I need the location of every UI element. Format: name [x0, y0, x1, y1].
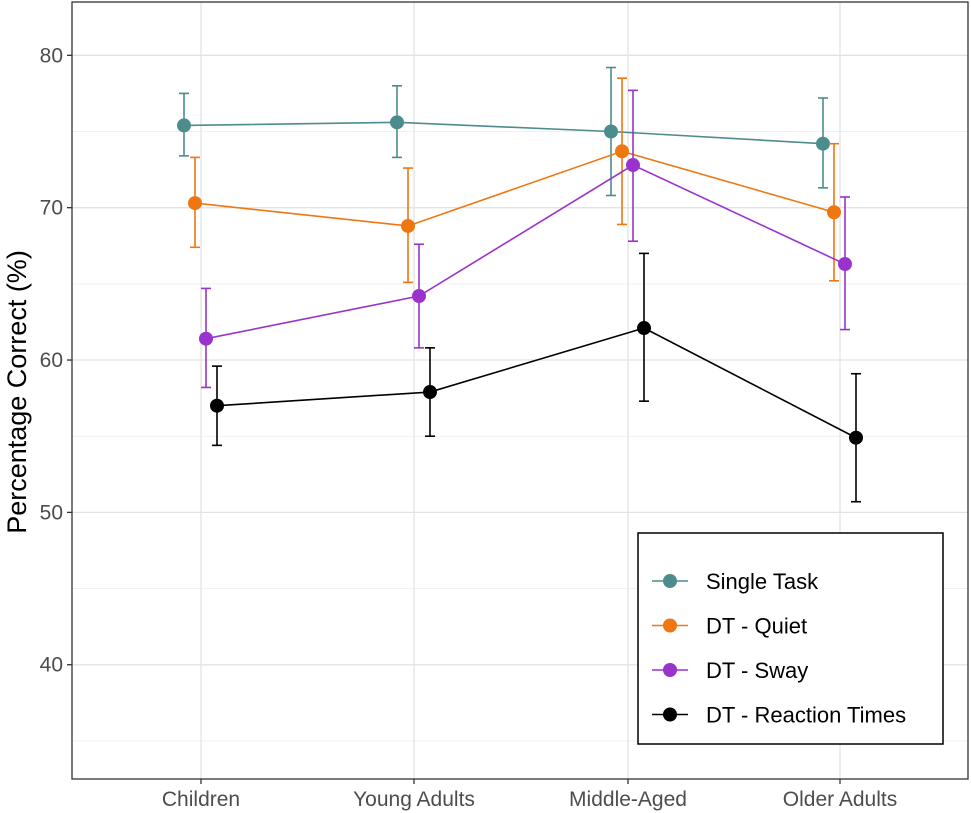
y-tick-label: 60: [40, 349, 63, 372]
legend-label: Single Task: [706, 569, 819, 594]
legend-label: DT - Sway: [706, 658, 808, 683]
legend-entry: DT - Quiet: [652, 614, 807, 639]
series-group: [177, 66, 863, 503]
data-point: [210, 398, 224, 413]
data-point: [401, 218, 415, 233]
data-point: [816, 136, 830, 151]
legend-point-key: [663, 574, 677, 588]
y-tick-label: 70: [40, 197, 63, 220]
series-dt-reaction-times: [210, 252, 863, 503]
y-axis-title: Percentage Correct (%): [2, 250, 32, 534]
data-point: [637, 321, 651, 336]
data-point: [827, 205, 841, 220]
data-point: [199, 331, 213, 346]
legend-entry: DT - Reaction Times: [652, 703, 906, 728]
legend-point-key: [663, 618, 677, 633]
legend-entry: DT - Sway: [652, 658, 808, 683]
data-point: [626, 158, 640, 173]
series-dt-sway: [199, 89, 852, 389]
data-point: [390, 115, 404, 130]
data-point: [423, 385, 437, 400]
series-line: [216, 327, 857, 439]
data-point: [615, 144, 629, 159]
x-tick-label: Older Adults: [783, 788, 897, 811]
data-point: [412, 289, 426, 304]
y-tick-label: 40: [40, 654, 63, 677]
data-point: [188, 196, 202, 211]
x-tick-label: Middle-Aged: [569, 788, 687, 811]
legend: Single Task DT - Quiet DT - Sway DT - React…: [637, 532, 944, 745]
data-point: [838, 257, 852, 272]
series-single-task: [177, 66, 830, 197]
legend-point-key: [663, 663, 677, 677]
data-point: [604, 124, 618, 139]
y-tick-label: 50: [40, 501, 63, 524]
legend-label: DT - Quiet: [706, 614, 807, 639]
legend-entry: Single Task: [652, 569, 819, 594]
legend-label: DT - Reaction Times: [706, 703, 906, 728]
x-tick-label: Young Adults: [353, 788, 475, 811]
series-line: [194, 150, 835, 227]
grid-lines: [72, 2, 968, 779]
series-dt-quiet: [188, 77, 841, 284]
legend-point-key: [663, 707, 677, 722]
legend-box: [637, 532, 944, 745]
y-tick-label: 80: [40, 44, 63, 67]
data-point: [849, 430, 863, 445]
axes: 40 50 60 70 80 Children Young Adults Middle-Age…: [40, 44, 898, 811]
plot-panel-border: [71, 1, 969, 780]
data-point: [177, 118, 191, 133]
series-line: [205, 164, 846, 340]
series-line: [183, 121, 824, 145]
x-tick-label: Children: [162, 788, 240, 811]
